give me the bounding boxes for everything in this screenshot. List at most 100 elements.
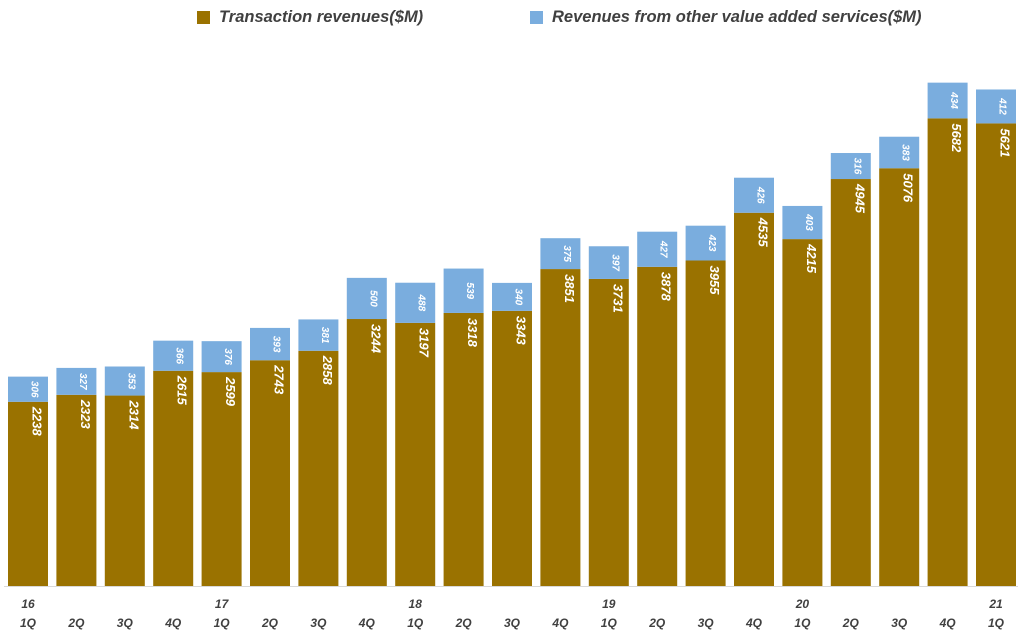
bar-transaction bbox=[685, 260, 726, 586]
data-label-transaction: 4945 bbox=[852, 183, 867, 214]
bar-other bbox=[346, 277, 387, 320]
tick-label-year: 17 bbox=[215, 597, 230, 611]
tick-label-quarter: 4Q bbox=[551, 616, 569, 630]
tick-label-quarter: 1Q bbox=[20, 616, 37, 630]
tick-label-quarter: 3Q bbox=[504, 616, 521, 630]
data-label-other: 316 bbox=[851, 158, 862, 175]
bar-transaction bbox=[201, 372, 242, 586]
legend-item-transaction: Transaction revenues($M) bbox=[197, 8, 423, 27]
bar-other bbox=[637, 231, 678, 267]
tick-label-year: 19 bbox=[602, 597, 616, 611]
bar-transaction bbox=[153, 370, 194, 586]
data-label-other: 412 bbox=[997, 97, 1008, 115]
data-label-transaction: 2615 bbox=[175, 375, 190, 406]
bar-transaction bbox=[298, 350, 339, 586]
data-label-other: 353 bbox=[125, 373, 136, 390]
bar-transaction bbox=[492, 310, 532, 586]
data-label-transaction: 5621 bbox=[998, 128, 1013, 157]
bar-transaction bbox=[927, 118, 968, 586]
tick-label-quarter: 4Q bbox=[939, 616, 957, 630]
bar-transaction bbox=[830, 179, 871, 587]
tick-label-quarter: 3Q bbox=[891, 616, 908, 630]
tick-label-quarter: 4Q bbox=[745, 616, 763, 630]
bar-transaction bbox=[395, 322, 436, 586]
bar-other bbox=[685, 225, 726, 261]
data-label-transaction: 5682 bbox=[949, 123, 964, 153]
tick-label-quarter: 1Q bbox=[794, 616, 811, 630]
bar-other bbox=[250, 327, 290, 361]
data-label-transaction: 3197 bbox=[417, 328, 432, 358]
bar-other bbox=[8, 376, 48, 402]
data-label-transaction: 4215 bbox=[804, 243, 819, 274]
bar-transaction bbox=[346, 319, 387, 586]
data-label-other: 488 bbox=[416, 293, 427, 311]
tick-label-year: 18 bbox=[409, 597, 423, 611]
bar-other bbox=[540, 238, 581, 270]
legend-label-other: Revenues from other value added services… bbox=[552, 8, 922, 26]
data-label-transaction: 3955 bbox=[707, 266, 722, 296]
legend-item-other: Revenues from other value added services… bbox=[530, 8, 922, 27]
tick-label-quarter: 4Q bbox=[164, 616, 182, 630]
bar-transaction bbox=[250, 360, 290, 586]
tick-label-quarter: 2Q bbox=[67, 616, 85, 630]
tick-label-quarter: 3Q bbox=[310, 616, 327, 630]
data-label-transaction: 3878 bbox=[659, 272, 674, 302]
tick-label-year: 16 bbox=[21, 597, 35, 611]
tick-label-year: 20 bbox=[795, 597, 810, 611]
bar-transaction bbox=[56, 394, 97, 586]
data-label-other: 403 bbox=[803, 213, 814, 231]
bar-other bbox=[879, 136, 920, 169]
bar-other bbox=[298, 319, 339, 351]
data-label-other: 366 bbox=[174, 347, 185, 364]
bar-other bbox=[56, 367, 97, 395]
legend-label-transaction: Transaction revenues($M) bbox=[219, 8, 424, 26]
data-label-other: 393 bbox=[271, 336, 282, 353]
bar-other bbox=[492, 282, 532, 311]
bar-transaction bbox=[734, 212, 774, 586]
bar-transaction bbox=[588, 278, 629, 586]
data-label-other: 306 bbox=[29, 381, 40, 398]
legend-swatch-other bbox=[530, 11, 543, 24]
data-label-transaction: 3318 bbox=[465, 318, 480, 348]
data-label-transaction: 3343 bbox=[514, 316, 529, 346]
bar-transaction bbox=[879, 168, 920, 587]
bar-transaction bbox=[443, 312, 484, 586]
data-label-other: 426 bbox=[755, 186, 766, 204]
tick-label-quarter: 2Q bbox=[261, 616, 279, 630]
data-label-other: 383 bbox=[900, 144, 911, 161]
tick-label-quarter: 2Q bbox=[648, 616, 666, 630]
bar-transaction bbox=[976, 123, 1016, 587]
data-label-other: 376 bbox=[222, 348, 233, 365]
data-label-transaction: 2323 bbox=[78, 399, 93, 430]
bar-other bbox=[782, 205, 823, 240]
tick-label-quarter: 1Q bbox=[407, 616, 424, 630]
bar-other bbox=[976, 89, 1016, 124]
data-label-transaction: 5076 bbox=[901, 173, 916, 203]
bar-other bbox=[588, 246, 629, 279]
data-label-transaction: 2599 bbox=[223, 376, 238, 407]
data-label-other: 423 bbox=[706, 234, 717, 252]
data-label-other: 427 bbox=[658, 240, 669, 258]
data-label-other: 397 bbox=[609, 254, 620, 271]
data-label-other: 375 bbox=[561, 245, 572, 262]
tick-label-year: 21 bbox=[988, 597, 1003, 611]
tick-label-quarter: 1Q bbox=[601, 616, 618, 630]
data-label-transaction: 2858 bbox=[320, 355, 335, 386]
data-label-transaction: 2238 bbox=[30, 406, 45, 437]
bar-other bbox=[153, 340, 194, 371]
tick-label-quarter: 2Q bbox=[842, 616, 860, 630]
data-label-other: 500 bbox=[367, 290, 378, 307]
data-label-transaction: 2314 bbox=[126, 400, 141, 431]
tick-label-quarter: 1Q bbox=[214, 616, 231, 630]
data-label-transaction: 3851 bbox=[562, 274, 577, 303]
data-label-transaction: 2743 bbox=[272, 364, 287, 395]
legend-swatch-transaction bbox=[197, 11, 210, 24]
bar-transaction bbox=[782, 239, 823, 586]
tick-label-quarter: 3Q bbox=[698, 616, 715, 630]
data-label-other: 434 bbox=[948, 91, 959, 109]
data-label-other: 539 bbox=[464, 282, 475, 299]
bar-transaction bbox=[637, 266, 678, 586]
bar-other bbox=[201, 341, 242, 373]
